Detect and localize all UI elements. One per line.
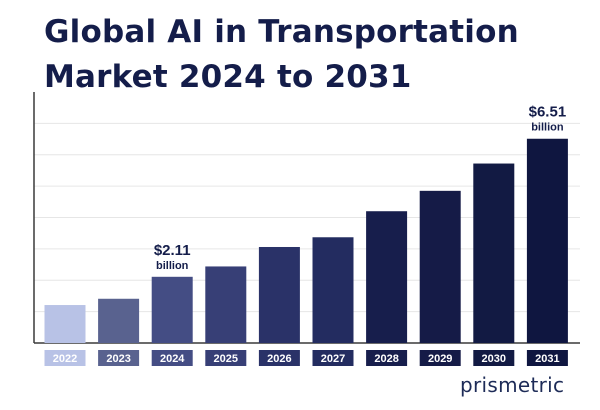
unit-label-2031: billion	[531, 122, 564, 134]
category-label-2029: 2029	[428, 353, 452, 365]
chart-title: Global AI in Transportation Market 2024 …	[44, 10, 519, 100]
category-label-2030: 2030	[482, 353, 506, 365]
category-label-2022: 2022	[53, 353, 77, 365]
bar-2028	[366, 211, 408, 343]
category-labels: 2022 2023 2024 2025 2026 2027 2028 2029 2030 2031	[44, 350, 568, 366]
chart-title-line-1: Global AI in Transportation	[44, 14, 519, 50]
unit-label-2024: billion	[156, 260, 189, 272]
category-label-bg-2027	[312, 350, 354, 366]
category-label-2028: 2028	[374, 353, 398, 365]
category-label-2031: 2031	[535, 353, 559, 365]
category-label-bg-2029	[419, 350, 461, 366]
category-label-bg-2022	[44, 350, 86, 366]
category-label-bg-2031	[526, 350, 568, 366]
brand-logo-text: prismetric	[460, 373, 565, 397]
category-label-2027: 2027	[321, 353, 345, 365]
bar-2029	[419, 190, 461, 343]
category-label-2023: 2023	[106, 353, 130, 365]
category-label-bg-2028	[366, 350, 408, 366]
bar-2026	[258, 246, 300, 343]
bar-2022	[44, 305, 86, 343]
category-label-bg-2026	[258, 350, 300, 366]
value-label-2024: $2.11	[154, 242, 191, 259]
bar-2030	[473, 163, 515, 343]
category-label-2026: 2026	[267, 353, 291, 365]
bar-2025	[205, 266, 247, 343]
category-label-bg-2030	[473, 350, 515, 366]
value-label-2031: $6.51	[529, 104, 567, 121]
category-label-2025: 2025	[214, 353, 238, 365]
category-label-2024: 2024	[160, 353, 185, 365]
category-label-bg-2023	[98, 350, 140, 366]
chart-title-line-2: Market 2024 to 2031	[44, 59, 412, 95]
bars	[44, 138, 568, 343]
category-label-bg-2024	[151, 350, 193, 366]
bar-2023	[98, 298, 140, 343]
category-label-bg-2025	[205, 350, 247, 366]
bar-2031	[526, 138, 568, 343]
bar-2024	[151, 276, 193, 343]
bar-2027	[312, 237, 354, 343]
